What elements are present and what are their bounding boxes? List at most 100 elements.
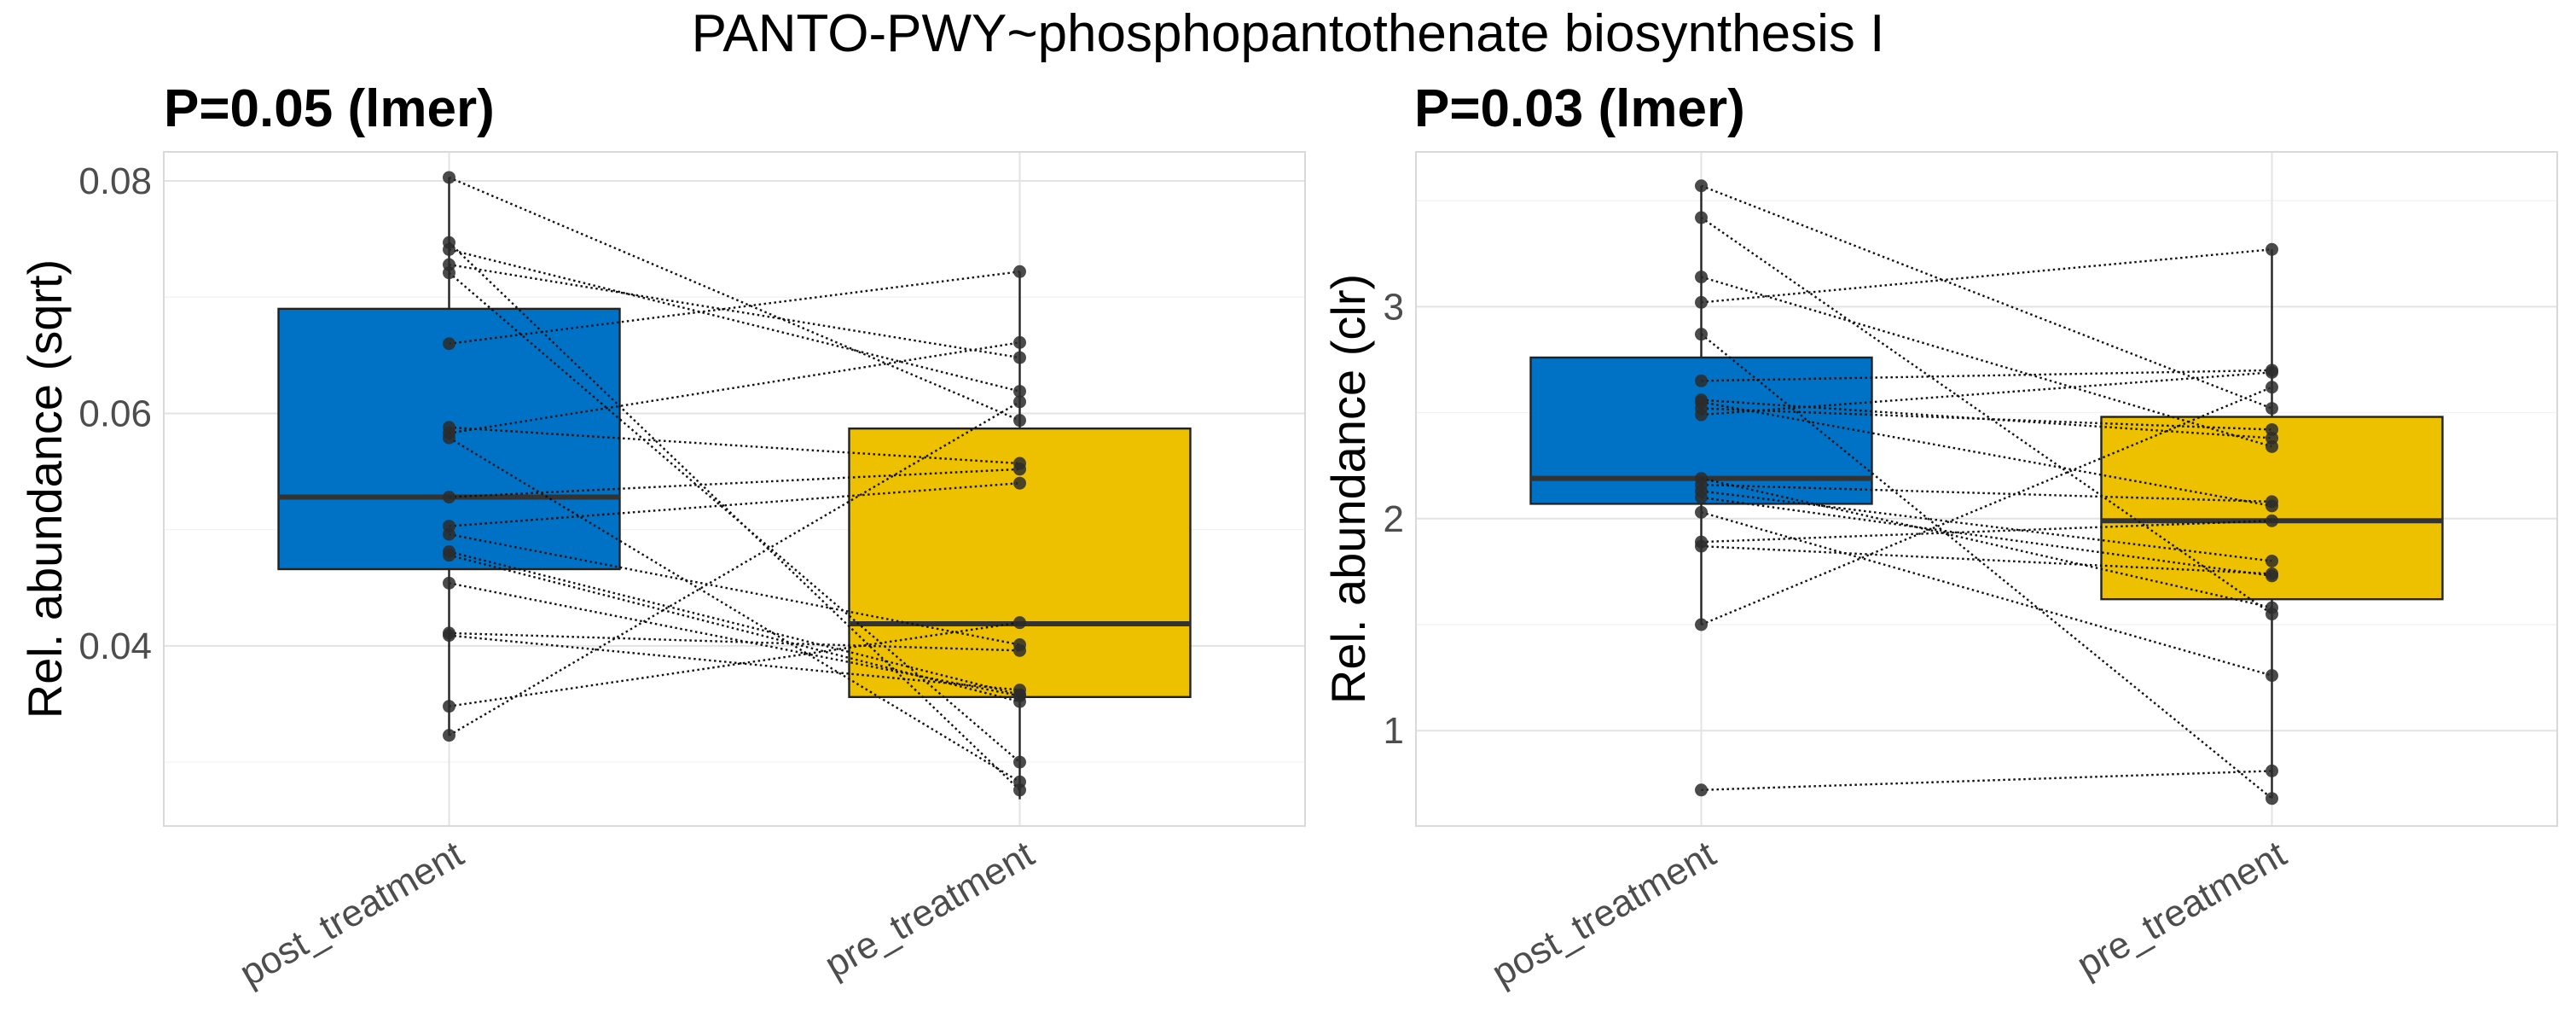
pair-line bbox=[449, 248, 1020, 393]
pair-line bbox=[449, 554, 1020, 703]
data-point bbox=[1013, 775, 1026, 788]
pair-line bbox=[1701, 248, 2272, 304]
pair-line bbox=[449, 341, 1020, 434]
pair-line bbox=[449, 271, 1020, 345]
data-point bbox=[1013, 643, 1026, 657]
pair-line bbox=[449, 263, 1020, 359]
data-point bbox=[1695, 179, 1708, 193]
pair-line bbox=[1701, 496, 2272, 578]
data-point bbox=[1013, 335, 1026, 349]
data-point bbox=[443, 729, 455, 742]
data-point bbox=[2266, 514, 2278, 527]
data-point bbox=[443, 491, 455, 504]
data-point bbox=[2266, 567, 2278, 580]
figure-title: PANTO-PWY~phosphopantothenate biosynthes… bbox=[692, 4, 1885, 63]
pair-line bbox=[449, 634, 1020, 691]
y-tick-label: 0.06 bbox=[78, 393, 152, 434]
data-point bbox=[1695, 408, 1708, 422]
data-point bbox=[1695, 374, 1708, 387]
data-point bbox=[2266, 792, 2278, 806]
pair-line bbox=[1701, 386, 2272, 626]
data-point bbox=[1013, 684, 1026, 697]
data-point bbox=[443, 629, 455, 643]
data-point bbox=[443, 431, 455, 445]
x-tick-label: post_treatment bbox=[233, 833, 471, 994]
y-axis-label: Rel. abundance (sqrt) bbox=[18, 259, 72, 719]
pair-lines bbox=[448, 176, 1021, 791]
data-point bbox=[2266, 495, 2278, 509]
y-tick-label: 0.08 bbox=[78, 160, 152, 202]
data-point bbox=[443, 527, 455, 541]
y-axis-label: Rel. abundance (clr) bbox=[1321, 274, 1375, 704]
pair-line bbox=[449, 621, 1020, 707]
pair-line bbox=[1701, 490, 2272, 562]
data-point bbox=[443, 171, 455, 184]
boxes bbox=[1529, 185, 2444, 799]
x-tick-label: pre_treatment bbox=[818, 833, 1041, 986]
pair-line bbox=[449, 468, 1020, 498]
panel-right: P=0.03 (lmer) Rel. abundance (clr) 1 2 3 po… bbox=[1321, 79, 2558, 994]
panel-border bbox=[163, 151, 1306, 827]
boxes bbox=[277, 177, 1192, 800]
y-tick-label: 2 bbox=[1384, 498, 1404, 540]
pair-line bbox=[1701, 770, 2272, 791]
panel-title: P=0.05 (lmer) bbox=[164, 79, 495, 138]
data-point bbox=[1695, 783, 1708, 797]
data-point bbox=[1695, 211, 1708, 224]
data-point bbox=[1013, 476, 1026, 490]
data-point bbox=[1695, 328, 1708, 341]
pair-line bbox=[1701, 276, 2272, 448]
pair-line bbox=[1701, 477, 2272, 609]
pair-line bbox=[448, 437, 1021, 783]
data-point bbox=[1695, 618, 1708, 631]
data-point bbox=[1013, 351, 1026, 364]
pair-line bbox=[449, 550, 1020, 696]
data-point bbox=[1695, 295, 1708, 309]
data-point bbox=[1013, 463, 1026, 476]
pair-line bbox=[449, 426, 1020, 465]
data-point bbox=[1695, 539, 1708, 553]
pair-line bbox=[449, 481, 1020, 527]
points bbox=[443, 171, 1026, 797]
data-point bbox=[1013, 395, 1026, 409]
y-tick-label: 1 bbox=[1384, 710, 1404, 752]
x-tick-label: post_treatment bbox=[1485, 833, 1723, 994]
data-point bbox=[443, 576, 455, 590]
data-point bbox=[443, 700, 455, 713]
data-point bbox=[443, 337, 455, 351]
data-point bbox=[1695, 271, 1708, 284]
data-point bbox=[443, 242, 455, 256]
pair-line bbox=[449, 176, 1020, 422]
data-point bbox=[1013, 616, 1026, 630]
data-point bbox=[1013, 385, 1026, 399]
data-point bbox=[2266, 242, 2278, 256]
pair-line bbox=[1701, 511, 2272, 677]
data-point bbox=[2266, 601, 2278, 614]
pair-line bbox=[1701, 371, 2272, 416]
panel-left: P=0.05 (lmer) Rel. abundance (sqrt) 0.04… bbox=[18, 79, 1306, 994]
panel-title: P=0.03 (lmer) bbox=[1414, 79, 1745, 138]
y-tick-label: 0.04 bbox=[78, 625, 152, 667]
data-point bbox=[2266, 669, 2278, 683]
y-tick-label: 3 bbox=[1384, 286, 1404, 328]
pair-lines bbox=[1700, 184, 2273, 800]
data-point bbox=[2266, 381, 2278, 394]
data-point bbox=[1013, 414, 1026, 428]
points bbox=[1695, 179, 2278, 806]
data-point bbox=[443, 266, 455, 280]
data-point bbox=[1695, 491, 1708, 504]
x-tick-label: pre_treatment bbox=[2070, 833, 2294, 986]
pair-line bbox=[1700, 217, 2273, 615]
data-point bbox=[2266, 764, 2278, 777]
panel-border bbox=[1415, 151, 2558, 827]
data-point bbox=[2266, 554, 2278, 567]
data-point bbox=[1695, 505, 1708, 519]
pair-line bbox=[1701, 544, 2272, 575]
data-point bbox=[1013, 265, 1026, 278]
pair-line bbox=[1701, 399, 2272, 439]
data-point bbox=[2266, 402, 2278, 416]
data-point bbox=[2266, 365, 2278, 379]
data-point bbox=[443, 549, 455, 562]
data-point bbox=[2266, 422, 2278, 436]
